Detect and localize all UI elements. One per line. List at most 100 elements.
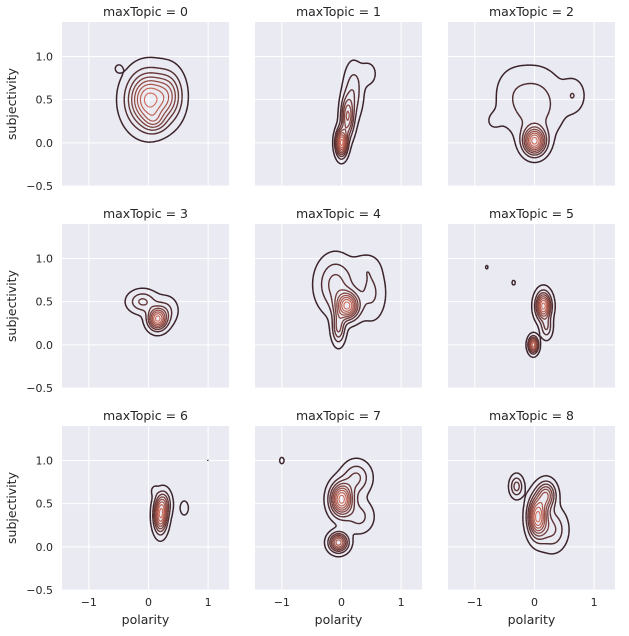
kde-contour-level <box>335 98 354 156</box>
kde-contour-level <box>339 138 344 147</box>
kde-contour-level <box>157 504 165 522</box>
kde-contour-level <box>341 298 353 312</box>
panel-title: maxTopic = 8 <box>489 408 574 423</box>
y-tick-label: 0.5 <box>36 296 54 309</box>
y-tick-label: 0.5 <box>36 94 54 107</box>
kde-contour-level <box>529 134 540 147</box>
kde-contour-level <box>133 80 173 126</box>
kde-contour-level <box>337 294 356 316</box>
contour-group <box>488 64 585 164</box>
kde-contour-level <box>123 66 183 135</box>
kde-contour-level <box>529 295 550 351</box>
kde-contour-level <box>511 82 575 159</box>
kde-contour-level <box>336 104 352 154</box>
kde-contour-level <box>532 501 544 529</box>
kde-contour-level <box>529 488 551 534</box>
kde-contour-level <box>331 59 376 165</box>
panel-background <box>255 426 422 590</box>
x-axis-label: polarity <box>122 612 170 627</box>
panel-title: maxTopic = 4 <box>296 206 381 221</box>
kde-contour-level <box>524 128 544 153</box>
kde-contour-level <box>320 263 377 343</box>
kde-contour-level <box>151 311 165 326</box>
kde-contour-level <box>149 307 168 329</box>
contour-group <box>331 59 376 165</box>
kde-contour-level <box>158 507 164 519</box>
panel-background <box>448 22 615 186</box>
panel-background <box>62 224 229 388</box>
kde-contour-level <box>527 132 542 149</box>
y-tick-label: −0.5 <box>26 382 53 395</box>
kde-contour-level <box>337 110 350 152</box>
y-axis-label: subjectivity <box>4 67 19 140</box>
x-tick-label: −1 <box>81 596 97 609</box>
kde-contour-level <box>338 494 345 504</box>
facet-panel: maxTopic = 8 −1 0 1 polarity <box>448 408 615 627</box>
panel-background <box>62 426 229 590</box>
kde-contour-level <box>338 134 346 151</box>
kde-contour-level <box>154 496 168 530</box>
kde-contour-level <box>530 297 549 350</box>
panel-title: maxTopic = 1 <box>296 4 381 19</box>
kde-contour-level <box>311 250 387 350</box>
kde-contour-level <box>330 482 353 551</box>
facet-panel: maxTopic = 4 <box>255 206 422 389</box>
kde-contour-level <box>343 301 351 310</box>
kde-contour-level <box>152 490 172 536</box>
kde-contour-level <box>531 136 538 145</box>
kde-contour-level <box>335 88 356 158</box>
y-tick-label: 1.0 <box>36 455 54 468</box>
kde-contour-level <box>143 92 158 108</box>
y-tick-label: 1.0 <box>36 51 54 64</box>
kde-contour-level <box>153 313 163 324</box>
kde-contour-level <box>131 293 173 333</box>
contour-group <box>484 264 556 359</box>
kde-contour-level <box>533 506 543 527</box>
kde-contour-level <box>521 122 548 156</box>
contour-group <box>278 456 375 558</box>
facet-panel: maxTopic = 3 −0.5 0.0 0.5 1.0 subjectivity <box>4 206 229 395</box>
panel-title: maxTopic = 5 <box>489 206 574 221</box>
kde-contour-level <box>488 64 585 164</box>
kde-contour-level <box>535 510 541 523</box>
contour-group <box>507 472 570 555</box>
facet-panel: maxTopic = 1 <box>255 4 422 187</box>
panel-background <box>448 224 615 388</box>
kde-contour-level <box>138 298 170 331</box>
panel-title: maxTopic = 0 <box>103 4 188 19</box>
kde-contour-level <box>527 289 554 355</box>
x-axis-label: polarity <box>508 612 556 627</box>
kde-contour-level <box>334 289 359 333</box>
kde-contour-level <box>114 56 190 143</box>
kde-contour-level <box>124 287 179 337</box>
x-tick-label: 1 <box>205 596 212 609</box>
contour-group <box>114 56 190 143</box>
kde-contour-level <box>513 481 557 540</box>
kde-contour-level <box>528 486 553 537</box>
y-tick-label: −0.5 <box>26 584 53 597</box>
kde-contour-level <box>484 264 556 359</box>
x-tick-label: 0 <box>145 596 152 609</box>
kde-contour-level <box>333 73 360 160</box>
kde-contour-level <box>154 315 161 322</box>
kde-contour-level <box>336 292 357 319</box>
kde-contour-level <box>156 501 166 525</box>
kde-contour-level <box>327 465 368 555</box>
panel-title: maxTopic = 6 <box>103 408 188 423</box>
y-tick-label: 0.0 <box>36 339 54 352</box>
y-axis-label: subjectivity <box>4 471 19 544</box>
kde-contour-level <box>528 294 551 352</box>
facet-panel: maxTopic = 7 −1 0 1 polarity <box>255 408 422 627</box>
panel-title: maxTopic = 3 <box>103 206 188 221</box>
kde-contour-level <box>528 291 552 354</box>
kde-contour-level <box>136 83 170 122</box>
kde-contour-level <box>150 309 166 327</box>
contour-group <box>124 287 179 337</box>
kde-contour-level <box>335 489 349 546</box>
x-tick-label: 0 <box>531 596 538 609</box>
facet-panel: maxTopic = 0 −0.5 0.0 0.5 1.0 subjectivity <box>4 4 229 193</box>
x-tick-label: 0 <box>338 596 345 609</box>
kde-contour-level <box>526 130 543 151</box>
kde-contour-level <box>153 493 170 533</box>
